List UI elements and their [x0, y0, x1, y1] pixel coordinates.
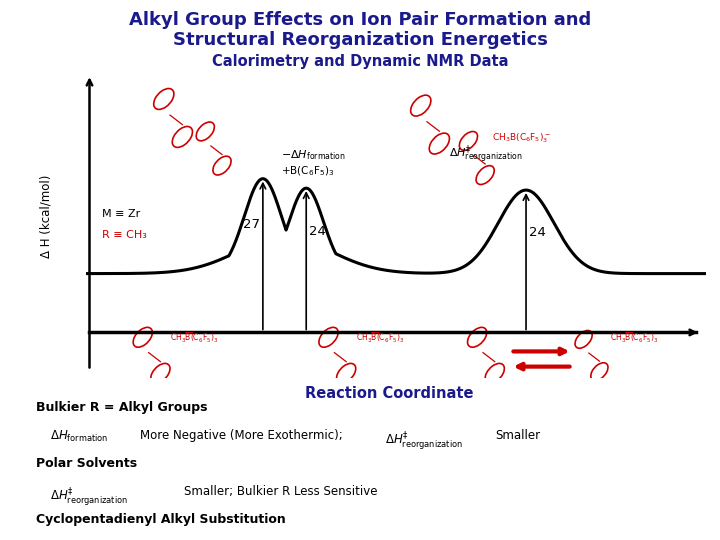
Text: 24: 24: [309, 225, 325, 238]
Text: Smaller; Bulkier R Less Sensitive: Smaller; Bulkier R Less Sensitive: [184, 485, 377, 498]
Text: $+ \rm B(C_6F_5)_3$: $+ \rm B(C_6F_5)_3$: [282, 164, 335, 178]
Text: Smaller: Smaller: [495, 429, 541, 442]
Text: 24: 24: [528, 226, 546, 239]
Text: Structural Reorganization Energetics: Structural Reorganization Energetics: [173, 31, 547, 49]
Text: Bulkier R = Alkyl Groups: Bulkier R = Alkyl Groups: [36, 401, 207, 414]
Text: Calorimetry and Dynamic NMR Data: Calorimetry and Dynamic NMR Data: [212, 54, 508, 69]
Text: $\Delta H^{\ddagger}_{\rm reorganization}$: $\Delta H^{\ddagger}_{\rm reorganization…: [50, 485, 128, 508]
Text: $\rm CH_3\overline{B}(C_6F_5)_3$: $\rm CH_3\overline{B}(C_6F_5)_3$: [170, 331, 218, 346]
Text: $\Delta H_{\rm formation}$: $\Delta H_{\rm formation}$: [50, 429, 109, 444]
Text: 27: 27: [243, 218, 260, 231]
Text: Δ H (kcal/mol): Δ H (kcal/mol): [40, 175, 53, 258]
Text: R ≡ CH₃: R ≡ CH₃: [102, 230, 147, 240]
Text: Polar Solvents: Polar Solvents: [36, 457, 137, 470]
Text: $\rm CH_3\overline{B}(C_6F_5)_3$: $\rm CH_3\overline{B}(C_6F_5)_3$: [356, 331, 404, 346]
Text: $-\Delta H_{\rm formation}$: $-\Delta H_{\rm formation}$: [282, 148, 346, 161]
Text: More Negative (More Exothermic);: More Negative (More Exothermic);: [140, 429, 343, 442]
Text: $\rm CH_3\overline{B}(C_6F_5)_3$: $\rm CH_3\overline{B}(C_6F_5)_3$: [610, 331, 658, 346]
Text: Alkyl Group Effects on Ion Pair Formation and: Alkyl Group Effects on Ion Pair Formatio…: [129, 11, 591, 29]
Text: Reaction Coordinate: Reaction Coordinate: [305, 386, 473, 401]
Text: M ≡ Zr: M ≡ Zr: [102, 208, 140, 219]
Text: $\Delta H^{\ddagger}_{\rm reorganization}$: $\Delta H^{\ddagger}_{\rm reorganization…: [449, 144, 523, 166]
Text: Cyclopentadienyl Alkyl Substitution: Cyclopentadienyl Alkyl Substitution: [36, 513, 286, 526]
Text: $\rm CH_3B(C_6F_5)_3^-$: $\rm CH_3B(C_6F_5)_3^-$: [492, 132, 551, 145]
Text: $\Delta H^{\ddagger}_{\rm reorganization}$: $\Delta H^{\ddagger}_{\rm reorganization…: [385, 429, 463, 451]
